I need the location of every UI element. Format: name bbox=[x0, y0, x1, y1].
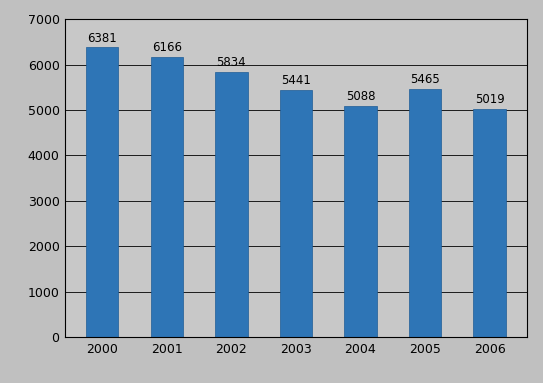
Text: 5088: 5088 bbox=[346, 90, 375, 103]
Text: 5441: 5441 bbox=[281, 74, 311, 87]
Text: 5465: 5465 bbox=[410, 73, 440, 86]
Bar bbox=[409, 89, 441, 337]
Bar bbox=[86, 47, 118, 337]
Bar bbox=[151, 57, 183, 337]
Text: 5834: 5834 bbox=[217, 56, 246, 69]
Text: 6381: 6381 bbox=[87, 31, 117, 44]
Bar bbox=[280, 90, 312, 337]
Bar bbox=[215, 72, 248, 337]
Text: 5019: 5019 bbox=[475, 93, 504, 106]
Text: 6166: 6166 bbox=[152, 41, 182, 54]
Bar bbox=[473, 109, 506, 337]
Bar bbox=[344, 106, 377, 337]
